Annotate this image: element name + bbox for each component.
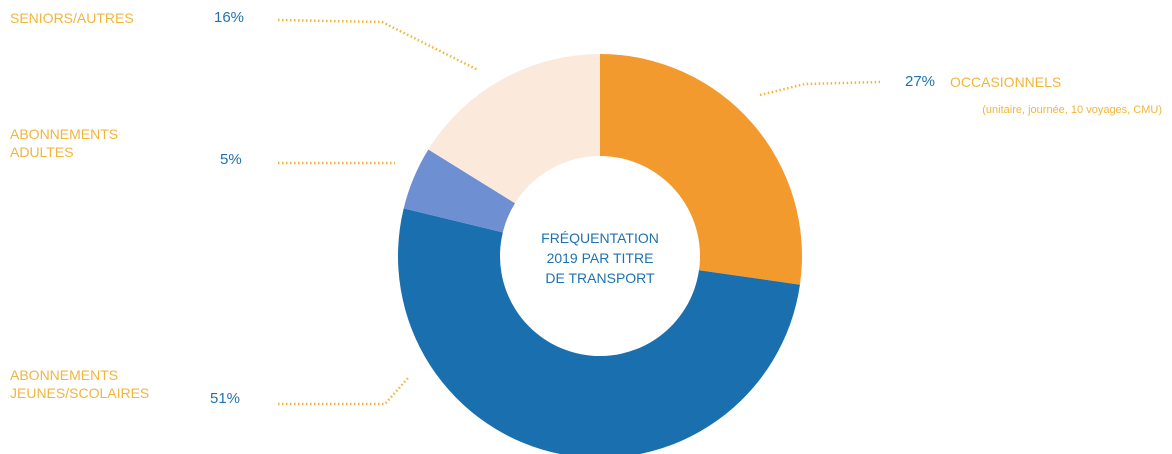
leader-line xyxy=(278,377,409,406)
donut-slice xyxy=(428,54,600,204)
center-title-line: 2019 PAR TITRE xyxy=(546,250,654,266)
annotation: (unitaire, journée, 10 voyages, CMU) xyxy=(982,104,1162,116)
value-label: 16% xyxy=(214,9,245,26)
donut-slice xyxy=(398,208,800,454)
category-label: SENIORS/AUTRES xyxy=(10,10,134,26)
donut-slice xyxy=(600,54,802,285)
value-label: 5% xyxy=(220,151,242,168)
leader-line xyxy=(759,80,881,97)
value-label: 51% xyxy=(210,390,241,407)
center-title-line: DE TRANSPORT xyxy=(545,270,655,286)
category-label: OCCASIONNELS xyxy=(950,74,1062,90)
center-title-line: FRÉQUENTATION xyxy=(541,230,659,246)
center-title: FRÉQUENTATION 2019 PAR TITRE DE TRANSPORT xyxy=(500,228,700,288)
category-label: ABONNEMENTS JEUNES/SCOLAIRES xyxy=(10,367,150,401)
value-label: 27% xyxy=(905,73,936,90)
donut-slice xyxy=(403,149,516,233)
category-label: ABONNEMENTS ADULTES xyxy=(10,126,119,160)
leader-line xyxy=(277,18,479,72)
